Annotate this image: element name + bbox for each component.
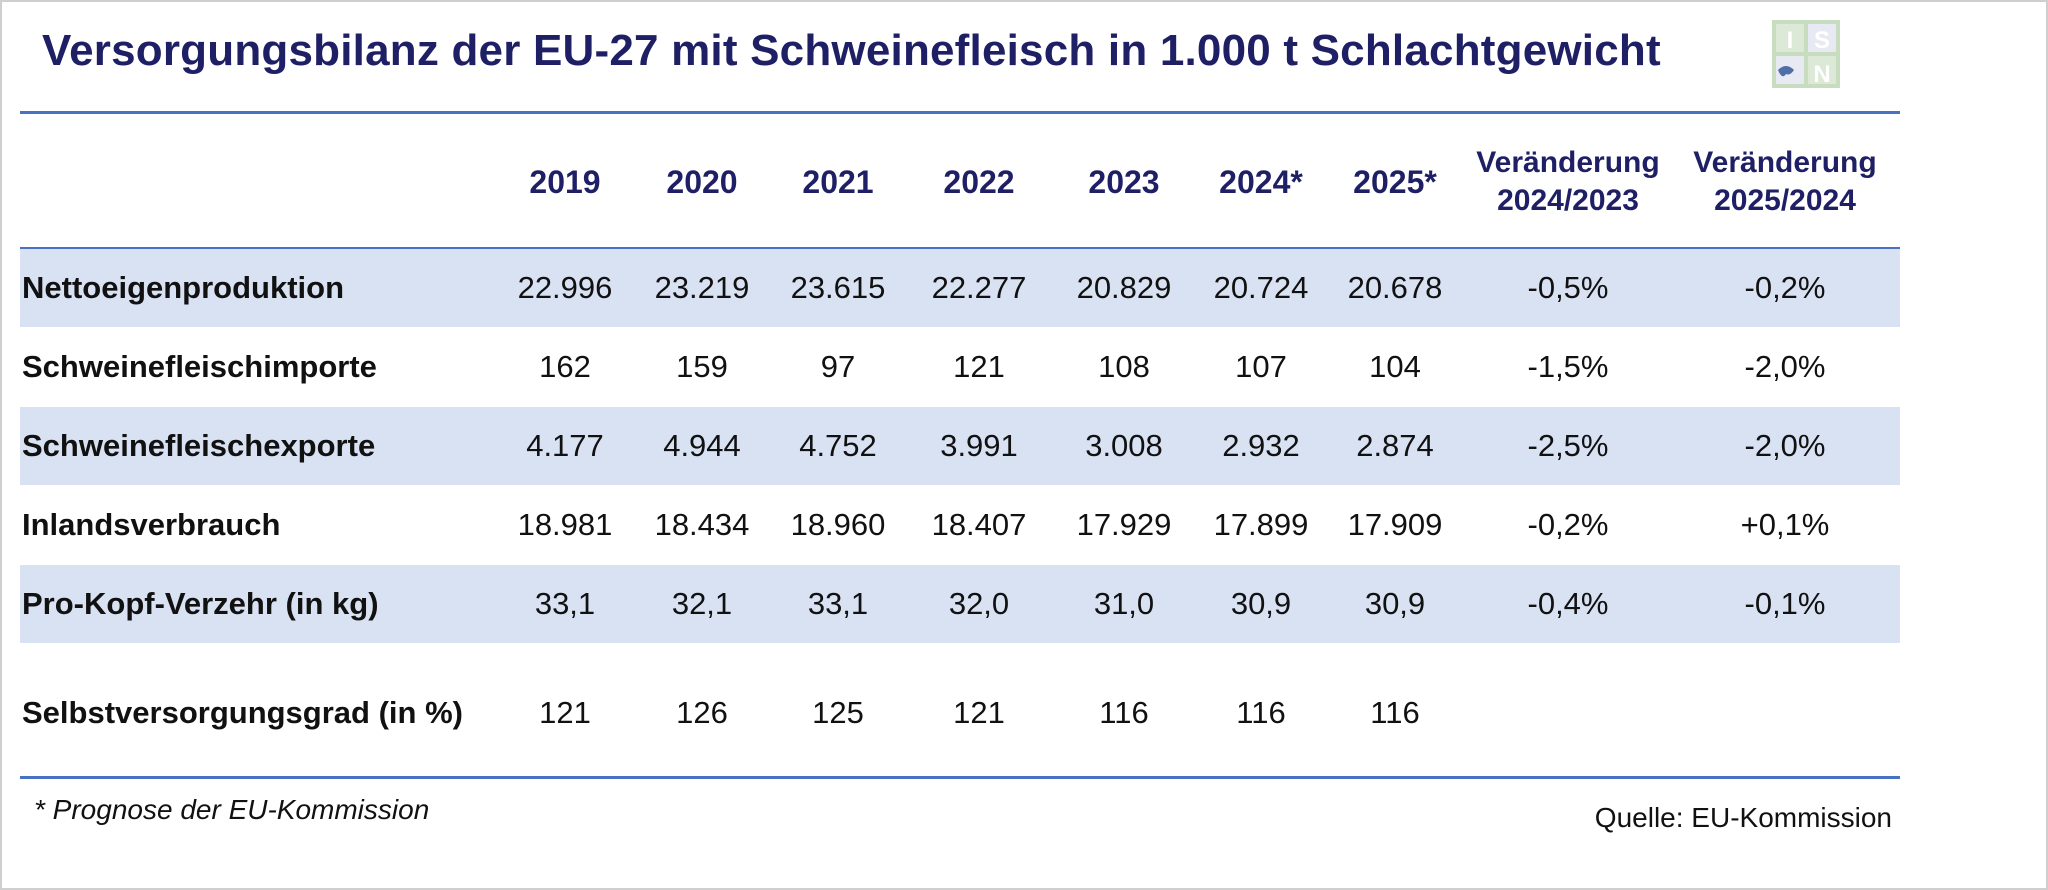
isn-logo-icon: I S N <box>1772 20 1840 88</box>
column-header-2019: 2019 <box>529 163 601 200</box>
svg-text:I: I <box>1787 27 1794 54</box>
table-cell-value: 22.996 <box>517 270 613 305</box>
row-label: Selbstversorgungsgrad (in %) <box>22 695 463 730</box>
table-row: Schweinefleischimporte 162 159 97 121 108 107 1… <box>20 328 1900 406</box>
table-cell-value: 22.277 <box>931 270 1027 305</box>
table-cell-value: 20.724 <box>1213 270 1309 305</box>
table-cell-value: 97 <box>820 349 856 384</box>
table-cell-value: 121 <box>539 695 591 730</box>
top-rule <box>20 111 1900 114</box>
source-note: Quelle: EU-Kommission <box>1594 802 1892 833</box>
column-header-2024-forecast: 2024* <box>1219 163 1303 200</box>
table-cell-value: 159 <box>676 349 728 384</box>
column-header-2025-forecast: 2025* <box>1353 163 1437 200</box>
table-cell-change: -0,2% <box>1744 270 1826 305</box>
table-cell-change: -1,5% <box>1527 349 1609 384</box>
table-cell-value: 33,1 <box>534 586 596 621</box>
table-cell-value: 4.944 <box>663 428 741 463</box>
table-cell-value: 18.407 <box>931 507 1027 542</box>
table-cell-value: 4.177 <box>526 428 604 463</box>
table-cell-value: 2.932 <box>1222 428 1300 463</box>
table-row: Inlandsverbrauch 18.981 18.434 18.960 18.407… <box>20 486 1900 564</box>
table-cell-value: 18.981 <box>517 507 613 542</box>
table-row: Schweinefleischexporte 4.177 4.944 4.752 3.9… <box>20 407 1900 485</box>
table-cell-change: -0,1% <box>1744 586 1826 621</box>
table-cell-value: 31,0 <box>1093 586 1155 621</box>
footnote: * Prognose der EU-Kommission <box>34 794 430 825</box>
table-cell-value: 18.434 <box>654 507 750 542</box>
bottom-rule <box>20 776 1900 779</box>
row-label: Schweinefleischexporte <box>22 428 376 463</box>
svg-text:N: N <box>1813 61 1830 88</box>
table-cell-value: 32,1 <box>671 586 733 621</box>
table-cell-value: 162 <box>539 349 591 384</box>
table-cell-value: 108 <box>1098 349 1150 384</box>
table-cell-value: 18.960 <box>790 507 886 542</box>
table-cell-value: 20.678 <box>1347 270 1443 305</box>
table-cell-value: 3.008 <box>1085 428 1163 463</box>
table-row: Selbstversorgungsgrad (in %) 121 126 125 121… <box>20 675 1900 751</box>
table-cell-value: 125 <box>812 695 864 730</box>
table-cell-value: 30,9 <box>1230 586 1292 621</box>
row-label: Nettoeigenproduktion <box>22 270 345 305</box>
table-cell-value: 17.929 <box>1076 507 1172 542</box>
table-cell-value: 121 <box>953 349 1005 384</box>
table-cell-value: 116 <box>1236 695 1286 730</box>
table-cell-change: -2,0% <box>1744 428 1826 463</box>
column-header-2021: 2021 <box>802 163 874 200</box>
table-cell-value: 20.829 <box>1076 270 1172 305</box>
header-rule <box>20 247 1900 250</box>
table-cell-value: 104 <box>1369 349 1421 384</box>
table-cell-value: 3.991 <box>940 428 1018 463</box>
column-header-2022: 2022 <box>943 163 1015 200</box>
row-label: Schweinefleischimporte <box>22 349 377 384</box>
table-cell-value: 126 <box>676 695 728 730</box>
table-cell-value: 23.219 <box>654 270 750 305</box>
table-cell-value: 121 <box>953 695 1005 730</box>
table-cell-value: 2.874 <box>1356 428 1434 463</box>
column-header-change-2: Veränderung 2025/2024 <box>1693 146 1877 217</box>
row-label: Inlandsverbrauch <box>22 507 281 542</box>
column-header-2023: 2023 <box>1088 163 1160 200</box>
table-cell-value: 30,9 <box>1364 586 1426 621</box>
column-header-2020: 2020 <box>666 163 738 200</box>
table-cell-value: 4.752 <box>799 428 877 463</box>
column-header-change-1: Veränderung 2024/2023 <box>1476 146 1660 217</box>
table-cell-change: -2,5% <box>1527 428 1609 463</box>
table-cell-value: 33,1 <box>807 586 869 621</box>
table-cell-value: 107 <box>1235 349 1287 384</box>
table-cell-value: 116 <box>1099 695 1149 730</box>
table-row: Pro-Kopf-Verzehr (in kg) 33,1 32,1 33,1 32,0… <box>20 565 1900 643</box>
table-cell-value: 17.909 <box>1347 507 1443 542</box>
table-cell-change: +0,1% <box>1740 507 1830 542</box>
table-cell-value: 17.899 <box>1213 507 1309 542</box>
table-cell-value: 116 <box>1370 695 1420 730</box>
table-cell-change: -2,0% <box>1744 349 1826 384</box>
table-cell-change: -0,5% <box>1527 270 1609 305</box>
table-cell-value: 23.615 <box>790 270 886 305</box>
svg-text:S: S <box>1814 27 1830 54</box>
table-cell-value: 32,0 <box>948 586 1010 621</box>
table-row: Nettoeigenproduktion 22.996 23.219 23.615 22… <box>20 249 1900 327</box>
table-cell-change: -0,4% <box>1527 586 1609 621</box>
chart-title: Versorgungsbilanz der EU-27 mit Schweine… <box>42 26 1661 75</box>
table-cell-change: -0,2% <box>1527 507 1609 542</box>
row-label: Pro-Kopf-Verzehr (in kg) <box>22 586 379 621</box>
